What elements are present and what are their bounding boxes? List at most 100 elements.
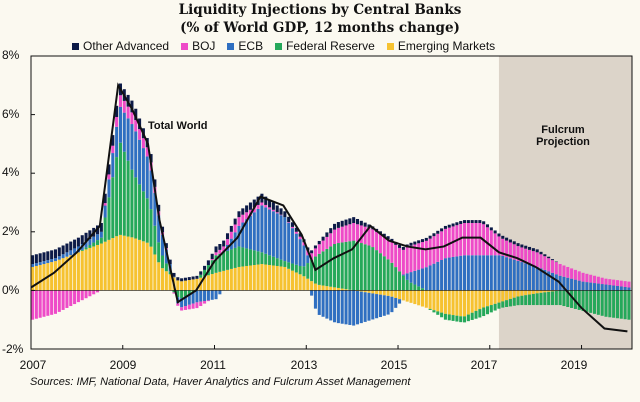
bar-segment [225, 239, 230, 245]
bar-segment [290, 263, 295, 271]
bar-segment [50, 262, 54, 291]
bar-segment [157, 215, 161, 243]
bar-segment [359, 220, 363, 226]
bar-segment [176, 277, 180, 281]
bar-segment [512, 259, 516, 291]
bar-segment [141, 138, 145, 149]
bar-segment [153, 254, 157, 291]
bar-segment [344, 289, 348, 291]
bar-segment [359, 291, 363, 324]
bar-segment [340, 220, 344, 227]
bar-segment [524, 245, 528, 249]
bar-segment [302, 276, 306, 291]
bar-segment [336, 287, 340, 291]
bar-segment [256, 251, 260, 265]
bar-segment [313, 290, 317, 309]
bar-segment [543, 290, 547, 293]
bar-segment [99, 223, 103, 232]
bar-segment [183, 306, 187, 310]
bar-segment [348, 290, 352, 325]
bar-segment [432, 233, 436, 237]
bar-segment [340, 290, 344, 324]
bar-segment [294, 233, 298, 265]
bar-segment [130, 112, 134, 125]
bar-segment [463, 220, 467, 224]
bar-segment [382, 295, 386, 316]
bar-segment [505, 290, 509, 301]
bar-segment [103, 205, 107, 218]
bar-segment [229, 268, 233, 291]
bar-segment [497, 236, 501, 256]
bar-segment [382, 236, 386, 257]
bar-segment [554, 290, 558, 306]
bar-segment [497, 290, 501, 303]
bar-segment [550, 259, 555, 261]
bar-segment [417, 286, 421, 291]
bar-segment [31, 264, 35, 267]
bar-segment [160, 268, 165, 291]
bar-segment [31, 290, 35, 320]
bar-segment [313, 248, 317, 257]
bar-segment [520, 262, 524, 291]
bar-segment [145, 198, 149, 243]
bar-segment [390, 238, 394, 242]
bar-segment [271, 202, 275, 210]
bar-segment [485, 224, 490, 228]
y-tick-label: 6% [2, 107, 20, 121]
bar-segment [420, 239, 425, 243]
bar-segment [191, 292, 195, 304]
bar-segment [138, 129, 142, 140]
bar-segment [378, 253, 382, 291]
bar-segment [524, 290, 528, 296]
bar-segment [405, 290, 409, 302]
bar-segment [42, 264, 46, 291]
bar-segment [482, 290, 486, 308]
bar-segment [248, 215, 252, 250]
bar-segment [612, 279, 616, 286]
bar-segment [378, 294, 382, 318]
bar-segment [424, 240, 428, 268]
bar-segment [508, 290, 512, 299]
bar-segment [577, 290, 581, 310]
bar-segment [375, 231, 379, 251]
bar-segment [157, 242, 161, 263]
bar-segment [570, 268, 574, 279]
bar-segment [233, 247, 237, 268]
bar-segment [149, 170, 153, 210]
bar-segment [195, 290, 199, 303]
bar-segment [203, 301, 207, 304]
bar-segment [46, 290, 50, 316]
bar-segment [61, 258, 65, 291]
bar-segment [53, 261, 57, 291]
bar-segment [61, 254, 65, 259]
bar-segment [325, 290, 329, 319]
bar-segment [283, 261, 287, 267]
bar-segment [352, 217, 356, 224]
bar-segment [69, 255, 73, 291]
bar-segment [84, 232, 88, 242]
bar-segment [172, 290, 176, 293]
bar-segment [107, 164, 111, 175]
bar-segment [405, 247, 409, 274]
bar-segment [294, 272, 298, 291]
bar-segment [180, 298, 184, 308]
bar-segment [554, 274, 558, 291]
bar-segment [34, 265, 38, 291]
bar-segment [111, 153, 115, 178]
bar-segment [321, 290, 325, 317]
bar-segment [463, 290, 467, 317]
bar-segment [245, 248, 249, 266]
bar-segment [443, 258, 447, 291]
bar-segment [451, 223, 455, 227]
bar-segment [153, 192, 157, 226]
x-tick-label: 2007 [19, 358, 47, 372]
bar-segment [459, 223, 463, 256]
bar-segment [348, 218, 352, 225]
bar-segment [447, 314, 451, 321]
bar-segment [547, 256, 551, 259]
bar-segment [398, 290, 402, 300]
bar-segment [321, 240, 325, 252]
bar-segment [466, 220, 470, 224]
bar-segment [359, 243, 363, 291]
bar-segment [203, 290, 207, 302]
